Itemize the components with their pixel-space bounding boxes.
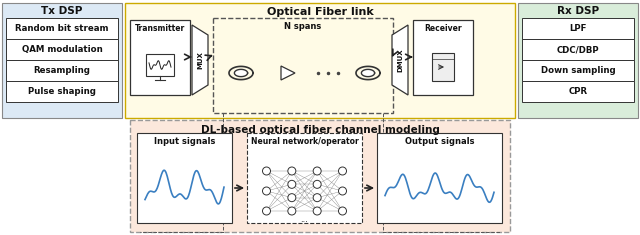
Bar [518,3,638,118]
Circle shape [313,180,321,188]
Text: QAM modulation: QAM modulation [22,45,102,54]
Text: Optical Fiber link: Optical Fiber link [267,7,373,17]
Bar [522,18,634,39]
Polygon shape [234,69,248,77]
Bar [522,81,634,102]
Circle shape [288,167,296,175]
Bar [522,39,634,60]
Circle shape [313,194,321,202]
Text: DL-based optical fiber channel modeling: DL-based optical fiber channel modeling [200,125,440,135]
Circle shape [288,180,296,188]
Polygon shape [281,66,295,80]
Bar [413,20,473,95]
Text: N spans: N spans [284,21,322,31]
Circle shape [339,167,346,175]
Polygon shape [362,69,374,77]
Text: Rx DSP: Rx DSP [557,6,599,16]
Circle shape [313,207,321,215]
Circle shape [339,207,346,215]
Circle shape [288,194,296,202]
Text: Output signals: Output signals [404,137,474,146]
Text: CDC/DBP: CDC/DBP [557,45,599,54]
Text: Pulse shaping: Pulse shaping [28,87,96,96]
Text: ...: ... [301,215,308,223]
Bar [6,39,118,60]
Bar [130,20,190,95]
Circle shape [262,167,271,175]
Text: Resampling: Resampling [33,66,90,75]
Circle shape [288,207,296,215]
Circle shape [339,187,346,195]
Bar [146,54,174,76]
Bar [522,60,634,81]
Text: Receiver: Receiver [424,24,462,32]
Text: Transmitter: Transmitter [135,24,185,32]
Text: DMUX: DMUX [397,48,403,72]
Circle shape [262,207,271,215]
Bar [213,18,393,113]
Text: Tx DSP: Tx DSP [42,6,83,16]
Text: Random bit stream: Random bit stream [15,24,109,33]
Text: Down sampling: Down sampling [541,66,615,75]
Bar [6,81,118,102]
Text: LPF: LPF [570,24,587,33]
Bar [2,3,122,118]
Circle shape [313,167,321,175]
Polygon shape [392,25,408,95]
Bar [6,60,118,81]
Circle shape [262,187,271,195]
Text: Neural network/operator: Neural network/operator [251,137,358,146]
Bar [130,120,510,232]
Text: Input signals: Input signals [154,137,215,146]
Bar [432,53,454,81]
Bar [125,3,515,118]
Bar [6,18,118,39]
Text: MUX: MUX [197,51,203,69]
Bar [137,133,232,223]
Polygon shape [192,25,208,95]
Bar [377,133,502,223]
Text: CPR: CPR [568,87,588,96]
Bar [247,133,362,223]
